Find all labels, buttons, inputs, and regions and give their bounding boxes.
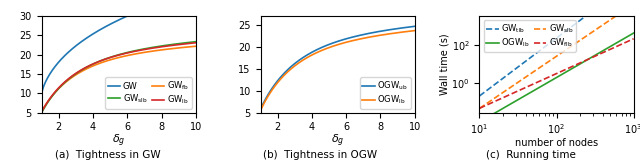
GW$_{\mathregular{slb}}$ <box>132 50 140 52</box>
GW$_{\mathregular{slb}}$ <box>38 112 45 114</box>
GW$_{\mathregular{flb}}$ <box>567 66 575 68</box>
GW$_{\mathregular{flb}}$ <box>476 107 484 109</box>
Line: OGW$_{\mathregular{ub}}$: OGW$_{\mathregular{ub}}$ <box>260 26 415 109</box>
X-axis label: $\delta_g$: $\delta_g$ <box>112 132 125 149</box>
GW$_{\mathregular{lb}}$ <box>177 43 185 45</box>
Y-axis label: Wall time (s): Wall time (s) <box>440 34 450 95</box>
GW$_{\mathregular{lb}}$ <box>129 51 137 53</box>
GW$_{\mathregular{fb}}$ <box>192 45 200 47</box>
GW$_{\mathregular{slb}}$ <box>38 111 46 113</box>
OGW$_{\mathregular{ub}}$ <box>351 36 358 38</box>
GW <box>129 12 137 14</box>
Line: OGW$_{\mathregular{lb}}$: OGW$_{\mathregular{lb}}$ <box>479 33 634 122</box>
OGW$_{\mathregular{lb}}$ <box>605 46 613 48</box>
GW$_{\mathregular{slb}}$ <box>192 41 200 43</box>
GW$_{\mathregular{lb}}$ <box>132 50 140 52</box>
Line: GW$_{\mathregular{tlb}}$: GW$_{\mathregular{tlb}}$ <box>479 0 634 96</box>
X-axis label: number of nodes: number of nodes <box>515 138 598 148</box>
GW$_{\mathregular{fb}}$ <box>177 47 185 49</box>
OGW$_{\mathregular{lb}}$ <box>387 33 394 35</box>
Text: (b)  Tightness in OGW: (b) Tightness in OGW <box>263 150 377 160</box>
GW$_{\mathregular{flb}}$ <box>570 65 578 67</box>
Text: (a)  Tightness in GW: (a) Tightness in GW <box>54 150 161 160</box>
GW$_{\mathregular{slb}}$ <box>168 44 175 46</box>
OGW$_{\mathregular{lb}}$ <box>396 31 404 33</box>
OGW$_{\mathregular{lb}}$ <box>568 68 575 70</box>
GW$_{\mathregular{slb}}$ <box>570 44 578 46</box>
GW$_{\mathregular{flb}}$ <box>615 44 623 46</box>
OGW$_{\mathregular{lb}}$ <box>570 67 578 69</box>
GW$_{\mathregular{slb}}$ <box>129 50 137 52</box>
GW$_{\mathregular{slb}}$ <box>177 42 185 44</box>
GW <box>132 11 140 13</box>
Legend: OGW$_{\mathregular{ub}}$, OGW$_{\mathregular{lb}}$: OGW$_{\mathregular{ub}}$, OGW$_{\mathreg… <box>360 77 410 109</box>
Line: GW: GW <box>42 0 196 95</box>
Line: GW$_{\mathregular{slb}}$: GW$_{\mathregular{slb}}$ <box>479 4 634 108</box>
GW$_{\mathregular{tlb}}$ <box>476 95 483 97</box>
Text: (c)  Running time: (c) Running time <box>486 150 576 160</box>
OGW$_{\mathregular{lb}}$ <box>257 108 265 110</box>
Line: OGW$_{\mathregular{lb}}$: OGW$_{\mathregular{lb}}$ <box>260 31 415 110</box>
GW$_{\mathregular{slb}}$ <box>129 50 137 52</box>
GW$_{\mathregular{fb}}$ <box>38 110 46 112</box>
GW$_{\mathregular{flb}}$ <box>605 49 613 51</box>
Line: GW$_{\mathregular{lb}}$: GW$_{\mathregular{lb}}$ <box>42 43 196 112</box>
GW$_{\mathregular{tlb}}$ <box>567 26 575 28</box>
OGW$_{\mathregular{ub}}$ <box>348 36 356 38</box>
GW$_{\mathregular{slb}}$ <box>567 46 575 48</box>
OGW$_{\mathregular{lb}}$ <box>411 30 419 32</box>
GW$_{\mathregular{lb}}$ <box>168 44 175 46</box>
OGW$_{\mathregular{ub}}$ <box>387 29 394 31</box>
GW$_{\mathregular{slb}}$ <box>476 107 483 109</box>
OGW$_{\mathregular{ub}}$ <box>348 36 356 38</box>
Line: GW$_{\mathregular{slb}}$: GW$_{\mathregular{slb}}$ <box>42 42 196 113</box>
GW$_{\mathregular{flb}}$ <box>476 107 483 109</box>
Line: GW$_{\mathregular{flb}}$: GW$_{\mathregular{flb}}$ <box>479 39 634 108</box>
GW$_{\mathregular{lb}}$ <box>38 110 46 112</box>
OGW$_{\mathregular{lb}}$ <box>615 40 623 42</box>
GW$_{\mathregular{lb}}$ <box>192 42 200 44</box>
GW$_{\mathregular{tlb}}$ <box>568 26 575 28</box>
Line: GW$_{\mathregular{fb}}$: GW$_{\mathregular{fb}}$ <box>42 46 196 112</box>
GW <box>38 90 46 92</box>
GW$_{\mathregular{tlb}}$ <box>570 24 578 26</box>
OGW$_{\mathregular{lb}}$ <box>348 40 356 42</box>
GW <box>38 94 45 96</box>
X-axis label: $\delta_g$: $\delta_g$ <box>331 132 344 149</box>
GW$_{\mathregular{slb}}$ <box>605 19 613 21</box>
GW$_{\mathregular{tlb}}$ <box>476 95 484 97</box>
OGW$_{\mathregular{lb}}$ <box>351 39 358 41</box>
GW$_{\mathregular{fb}}$ <box>168 48 175 50</box>
OGW$_{\mathregular{ub}}$ <box>411 25 419 27</box>
GW$_{\mathregular{slb}}$ <box>630 3 637 5</box>
OGW$_{\mathregular{lb}}$ <box>257 109 264 111</box>
GW$_{\mathregular{slb}}$ <box>615 13 623 15</box>
GW$_{\mathregular{lb}}$ <box>129 51 137 53</box>
GW <box>129 13 137 14</box>
OGW$_{\mathregular{lb}}$ <box>476 121 483 123</box>
GW$_{\mathregular{fb}}$ <box>38 111 45 113</box>
GW$_{\mathregular{fb}}$ <box>129 53 137 55</box>
OGW$_{\mathregular{lb}}$ <box>630 32 637 34</box>
GW$_{\mathregular{flb}}$ <box>630 38 637 40</box>
GW$_{\mathregular{flb}}$ <box>568 66 575 68</box>
OGW$_{\mathregular{lb}}$ <box>567 68 575 70</box>
GW$_{\mathregular{lb}}$ <box>38 111 45 113</box>
GW$_{\mathregular{fb}}$ <box>129 53 137 55</box>
OGW$_{\mathregular{ub}}$ <box>396 27 404 29</box>
Legend: GW, GW$_{\mathregular{slb}}$, GW$_{\mathregular{fb}}$, GW$_{\mathregular{lb}}$: GW, GW$_{\mathregular{slb}}$, GW$_{\math… <box>105 77 191 109</box>
OGW$_{\mathregular{lb}}$ <box>476 121 484 123</box>
OGW$_{\mathregular{lb}}$ <box>348 40 356 42</box>
Legend: GW$_{\mathregular{tlb}}$, OGW$_{\mathregular{lb}}$, GW$_{\mathregular{slb}}$, GW: GW$_{\mathregular{tlb}}$, OGW$_{\mathreg… <box>484 20 576 52</box>
GW$_{\mathregular{fb}}$ <box>132 53 140 55</box>
GW$_{\mathregular{slb}}$ <box>476 107 484 109</box>
GW$_{\mathregular{slb}}$ <box>568 45 575 47</box>
OGW$_{\mathregular{ub}}$ <box>257 108 264 110</box>
OGW$_{\mathregular{ub}}$ <box>257 107 265 109</box>
